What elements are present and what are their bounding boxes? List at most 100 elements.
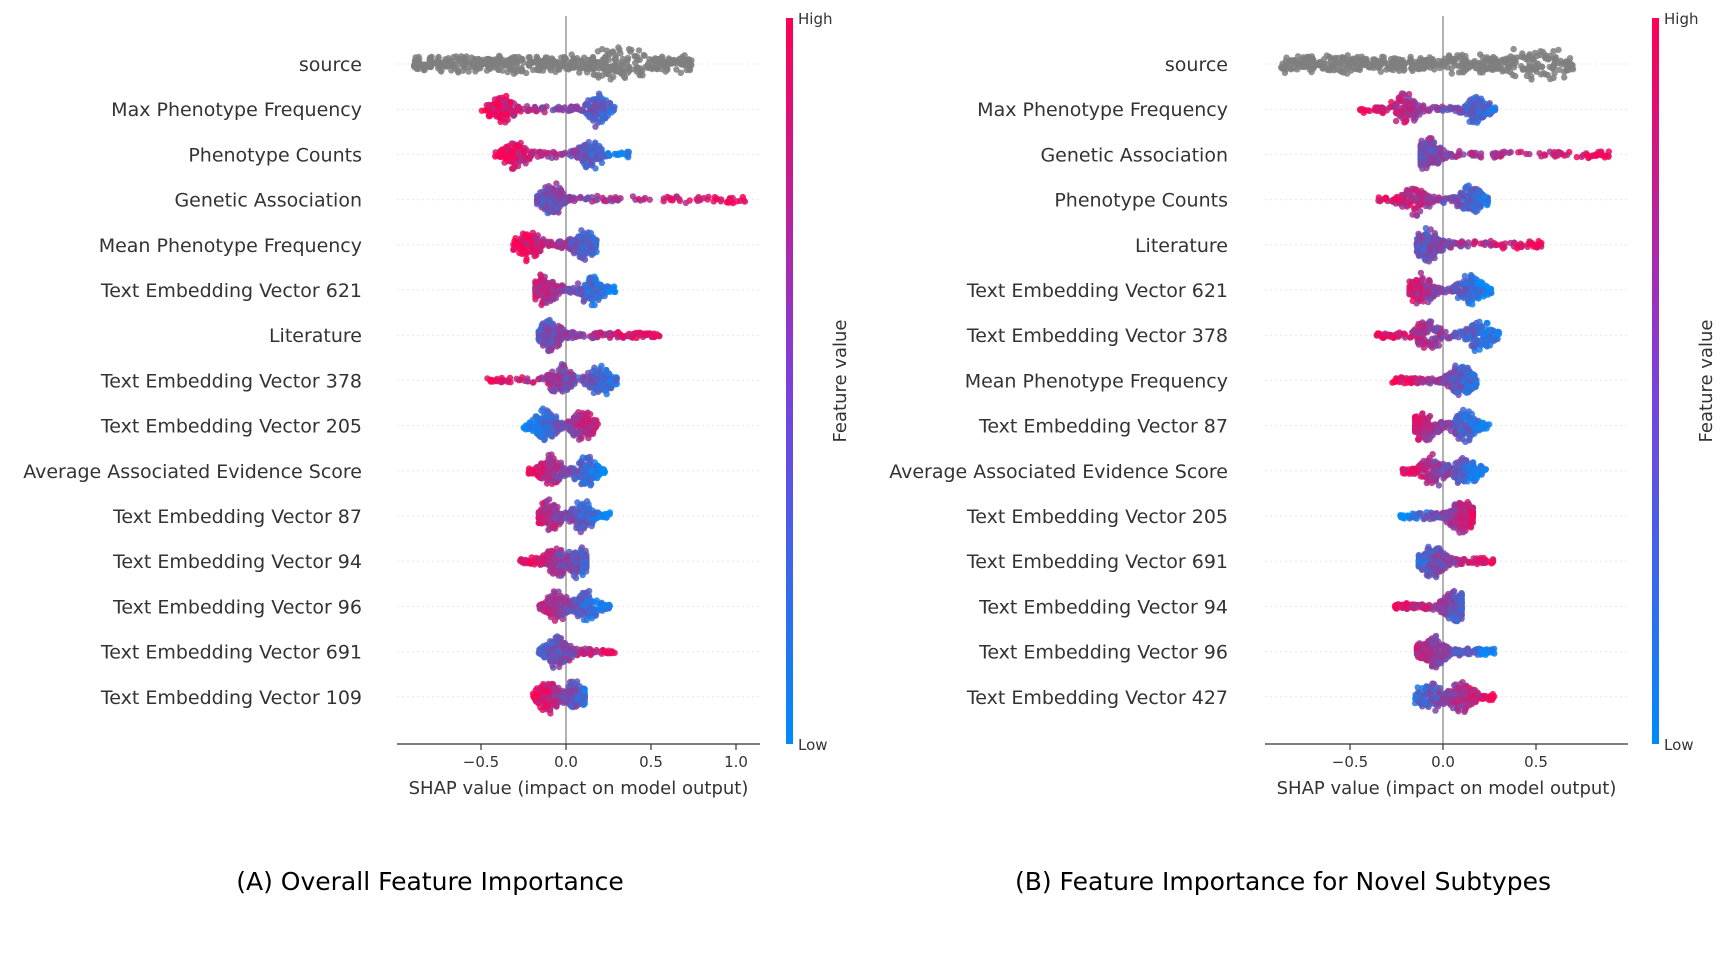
- shap-dot: [512, 68, 520, 76]
- shap-dot: [561, 658, 568, 665]
- shap-dot: [1392, 103, 1399, 110]
- shap-dot: [1445, 58, 1453, 65]
- shap-dot: [555, 201, 562, 208]
- shap-dot: [442, 56, 449, 63]
- shap-dot: [552, 701, 559, 708]
- shap-dot: [468, 63, 476, 71]
- shap-dot: [1504, 61, 1511, 69]
- feature-label: Max Phenotype Frequency: [111, 99, 362, 121]
- shap-dot: [520, 245, 527, 253]
- shap-dot: [646, 64, 653, 71]
- shap-dot: [1312, 61, 1320, 69]
- shap-dot: [495, 66, 502, 73]
- shap-dot: [421, 66, 428, 74]
- shap-dot: [1512, 72, 1519, 80]
- shap-dot: [1357, 106, 1364, 114]
- shap-dot: [551, 506, 558, 514]
- shap-dot: [574, 154, 581, 161]
- shap-dot: [518, 67, 526, 74]
- shap-dot: [509, 165, 517, 172]
- shap-dot: [527, 248, 534, 255]
- shap-dot: [571, 508, 579, 515]
- shap-dot: [1521, 65, 1528, 73]
- shap-dot: [538, 301, 545, 309]
- shap-dot: [560, 600, 567, 607]
- beeswarm-dots: [410, 44, 749, 717]
- shap-dot: [533, 289, 541, 296]
- colorbar-title: Feature value: [830, 320, 851, 443]
- shap-dot: [587, 648, 594, 656]
- shap-dot: [523, 240, 530, 247]
- shap-dot: [534, 429, 541, 436]
- shap-dot: [583, 498, 591, 505]
- colorbar-high-label: High: [798, 10, 832, 28]
- shap-dot: [598, 150, 606, 157]
- shap-dot: [618, 61, 625, 68]
- shap-dot: [1526, 51, 1534, 58]
- shap-dot: [1477, 60, 1484, 67]
- shap-dot: [1388, 59, 1396, 66]
- shap-dot: [1561, 68, 1568, 76]
- feature-label: Average Associated Evidence Score: [23, 461, 362, 483]
- shap-dot: [587, 423, 594, 430]
- shap-dot: [1464, 100, 1471, 108]
- shap-dot: [646, 196, 653, 203]
- shap-dot: [579, 571, 586, 579]
- shap-dot: [537, 58, 544, 66]
- shap-dot: [1456, 53, 1464, 60]
- shap-dot: [567, 106, 574, 114]
- shap-dot: [502, 119, 509, 126]
- shap-dot: [556, 611, 564, 618]
- shap-dot: [560, 287, 567, 294]
- shap-dot: [580, 298, 587, 305]
- shap-dot: [580, 649, 587, 656]
- shap-dot: [561, 384, 568, 391]
- shap-dot: [540, 276, 548, 284]
- shap-dot: [503, 92, 510, 100]
- shap-dot: [1392, 117, 1400, 125]
- shap-dot: [650, 330, 658, 337]
- shap-dot: [669, 197, 676, 204]
- shap-dot: [596, 604, 604, 612]
- shap-dot: [553, 58, 560, 66]
- shap-dot: [581, 603, 589, 610]
- shap-dot: [557, 459, 565, 466]
- shap-dot: [677, 69, 684, 77]
- shap-dot: [681, 56, 688, 64]
- shap-dot: [531, 104, 539, 111]
- shap-dot: [1396, 64, 1403, 71]
- shap-dot: [568, 330, 576, 337]
- shap-dot: [609, 284, 617, 291]
- shap-dot: [551, 196, 558, 204]
- shap-dot: [498, 376, 505, 384]
- shap-dot: [485, 101, 493, 109]
- shap-dot: [1364, 107, 1372, 114]
- shap-dot: [657, 61, 664, 69]
- shap-dot: [1462, 52, 1469, 60]
- shap-dot: [618, 150, 625, 158]
- shap-dot: [573, 703, 580, 710]
- shap-dot: [542, 325, 549, 332]
- feature-label: Text Embedding Vector 691: [100, 642, 362, 664]
- shap-dot: [550, 242, 557, 249]
- shap-dot: [594, 385, 601, 393]
- shap-dot: [605, 197, 612, 204]
- shap-dot: [713, 195, 721, 202]
- shap-dot: [542, 687, 549, 694]
- shap-dot: [549, 662, 556, 669]
- shap-dot: [559, 150, 567, 158]
- shap-dot: [524, 377, 531, 385]
- shap-dot: [592, 107, 599, 114]
- shap-dot: [1294, 53, 1302, 60]
- shap-dot: [571, 596, 579, 604]
- shap-dot: [568, 694, 575, 701]
- shap-dot: [696, 196, 703, 203]
- shap-dot: [673, 193, 680, 200]
- shap-dot: [1308, 53, 1316, 60]
- shap-dot: [588, 151, 595, 158]
- shap-dot: [576, 683, 583, 690]
- shap-dot: [570, 466, 578, 474]
- shap-dot: [618, 70, 625, 78]
- shap-dot: [526, 153, 534, 161]
- shap-dot: [587, 275, 594, 283]
